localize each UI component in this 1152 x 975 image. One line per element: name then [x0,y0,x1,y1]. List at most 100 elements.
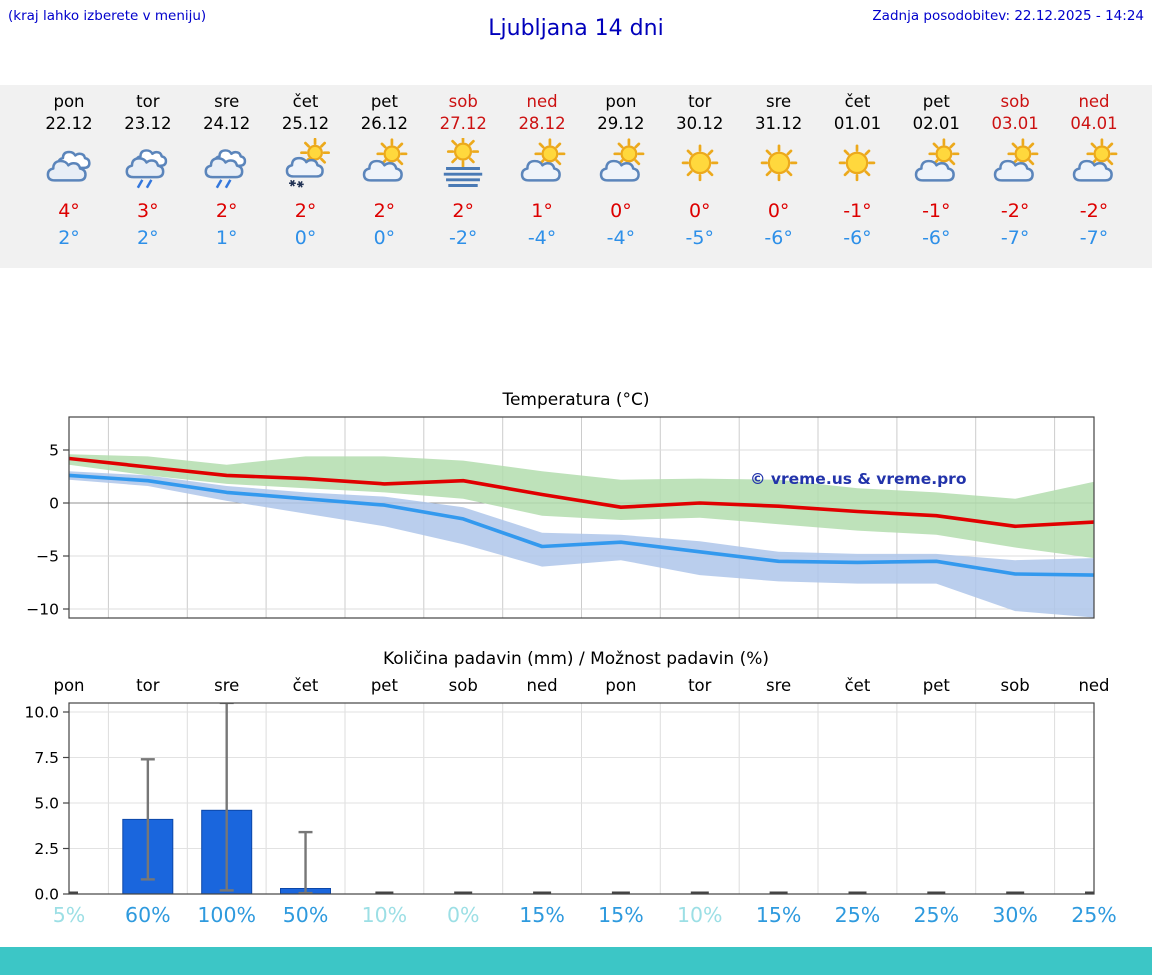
rain-icon [187,138,266,196]
precip-probability-label: 0% [446,903,480,927]
day-date: 31.12 [754,114,803,133]
forecast-day-column: tor 23.12 3° 2° [108,85,187,268]
day-date: 28.12 [518,114,566,133]
forecast-day-column: tor 30.12 0° -5° [660,85,739,268]
precip-day-label: sob [1000,676,1030,695]
low-temp: -7° [1079,227,1109,249]
day-date: 22.12 [45,114,93,133]
precip-probability-label: 10% [676,903,723,927]
sunny-icon [739,138,818,196]
low-temp: 0° [373,227,396,249]
precip-day-label: sob [448,676,478,695]
precip-zero-tick [533,891,552,894]
partly-icon [581,138,660,196]
svg-text:0.0: 0.0 [34,886,59,901]
precip-zero-tick [1006,891,1025,894]
day-date: 26.12 [360,114,408,133]
day-name: pon [53,92,85,111]
day-name: pet [922,92,950,111]
precip-probability-label: 15% [755,903,802,927]
svg-text:−10: −10 [26,601,59,619]
high-temp: 2° [215,200,238,222]
precip-zero-tick [1085,891,1094,894]
partly-icon [1055,138,1134,196]
precip-day-label: ned [526,676,558,695]
high-temp: 2° [452,200,475,222]
high-temp: -2° [1000,200,1030,222]
high-temp: -1° [922,200,951,222]
low-temp: -6° [764,227,793,249]
day-name: sre [214,92,240,111]
precip-zero-tick [454,891,473,894]
day-name: čet [844,92,871,111]
high-temp: -2° [1079,200,1109,222]
partly-icon [897,138,976,196]
temperature-chart-title: Temperatura (°C) [502,390,650,410]
precip-day-label: čet [844,676,871,695]
day-name: pet [370,92,398,111]
day-date: 29.12 [597,114,645,133]
snow-sun-icon [266,137,345,196]
day-date: 03.01 [991,114,1039,133]
day-date: 01.01 [833,114,882,133]
low-temp: -4° [606,227,636,249]
precip-zero-tick [375,891,394,894]
precip-day-label: tor [136,676,160,695]
high-temp: 0° [610,200,632,222]
forecast-strip: pon 22.12 4° 2° tor 23.12 3° 2° sre 24.12 2° 1° čet 2… [0,85,1152,268]
day-name: čet [292,92,319,111]
precip-probability-label: 10% [361,903,408,927]
last-update-label: Zadnja posodobitev: 22.12.2025 - 14:24 [872,8,1144,24]
precip-day-label: ned [1078,676,1110,695]
svg-text:10.0: 10.0 [24,704,59,722]
forecast-day-column: čet 01.01 -1° -6° [818,85,897,268]
day-name: sre [766,92,792,111]
forecast-day-column: sre 31.12 0° -6° [739,85,818,268]
low-temp: -4° [527,227,557,249]
day-name: ned [1078,92,1110,111]
svg-text:7.5: 7.5 [34,749,59,767]
precip-day-label: sre [766,676,792,695]
precip-probability-label: 15% [519,903,565,927]
day-name: pon [605,92,637,111]
precip-probability-label: 30% [992,903,1038,927]
day-name: tor [688,92,712,111]
precip-day-labels-row: pon tor sre čet pet sob ned pon tor sre čet pet sob n… [0,676,1152,698]
fog-sun-icon [424,135,503,196]
low-temp: 2° [58,227,80,249]
watermark-link[interactable]: © vreme.us & vreme.pro [750,470,966,488]
location-menu-note: (kraj lahko izberete v meniju) [8,8,207,24]
low-temp: -6° [843,227,872,249]
partly-icon [503,138,582,196]
forecast-day-column: sob 03.01 -2° -7° [976,85,1055,268]
precip-zero-tick [69,891,78,894]
svg-text:5.0: 5.0 [34,795,59,813]
low-temp: 0° [294,227,317,249]
forecast-day-column: sre 24.12 2° 1° [187,85,266,268]
partly-icon [976,138,1055,196]
day-name: ned [526,92,558,111]
temperature-chart: 5 0 −5 −10 © vreme.us & vreme.pro [0,412,1152,624]
svg-text:−5: −5 [36,548,59,566]
precip-day-label: pon [605,676,637,695]
partly-icon [345,138,424,196]
low-temp: -2° [448,227,478,249]
day-date: 25.12 [281,114,330,133]
day-name: sob [448,92,478,111]
svg-text:0: 0 [49,495,59,513]
low-temp: -5° [685,227,714,249]
day-date: 04.01 [1070,114,1118,133]
high-temp: 1° [531,200,553,222]
sunny-icon [660,138,739,196]
page-title: Ljubljana 14 dni [488,16,664,41]
rain-icon [108,138,187,196]
min-temperature-line [69,473,1094,577]
precip-zero-tick [848,891,867,894]
high-temp: -1° [843,200,872,222]
high-temp: 4° [58,200,80,222]
svg-text:2.5: 2.5 [34,840,59,858]
precip-probability-label: 60% [125,903,171,927]
precip-zero-tick [690,891,709,894]
high-temp: 2° [294,200,317,222]
precip-probability-label: 25% [913,903,960,927]
